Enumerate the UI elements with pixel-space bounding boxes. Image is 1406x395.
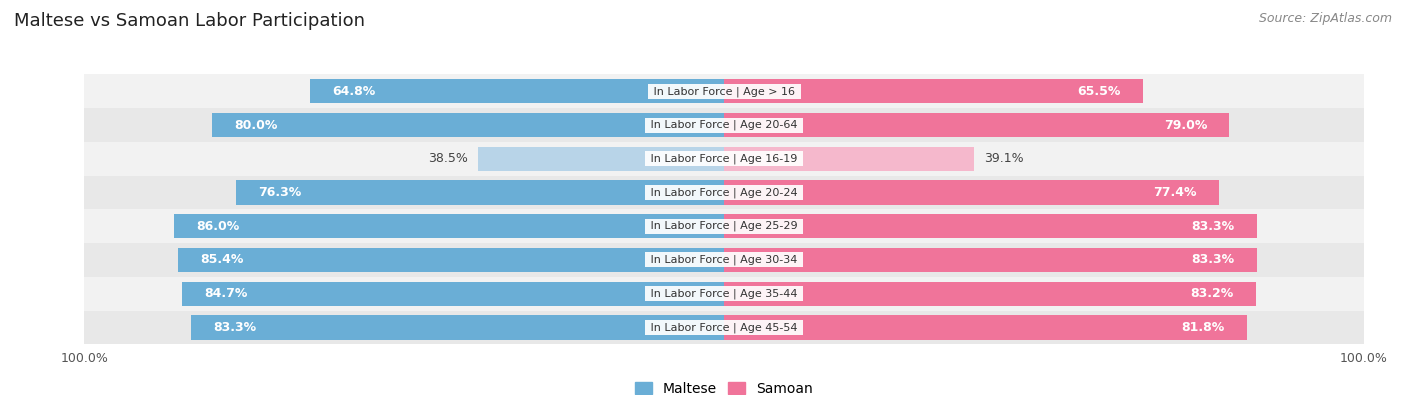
Text: 85.4%: 85.4% bbox=[200, 254, 243, 267]
Text: In Labor Force | Age 25-29: In Labor Force | Age 25-29 bbox=[647, 221, 801, 231]
Text: 84.7%: 84.7% bbox=[205, 287, 247, 300]
Text: 79.0%: 79.0% bbox=[1164, 118, 1208, 132]
Bar bbox=[212, 113, 724, 137]
Bar bbox=[724, 181, 1219, 205]
Bar bbox=[478, 147, 724, 171]
Text: In Labor Force | Age 35-44: In Labor Force | Age 35-44 bbox=[647, 288, 801, 299]
Text: In Labor Force | Age 16-19: In Labor Force | Age 16-19 bbox=[647, 154, 801, 164]
Text: 83.2%: 83.2% bbox=[1191, 287, 1234, 300]
Bar bbox=[174, 214, 724, 238]
Bar bbox=[84, 209, 1364, 243]
Bar bbox=[724, 79, 1143, 103]
Bar bbox=[724, 315, 1247, 340]
Bar bbox=[724, 113, 1229, 137]
Text: 86.0%: 86.0% bbox=[197, 220, 239, 233]
Bar bbox=[236, 181, 724, 205]
Text: 81.8%: 81.8% bbox=[1182, 321, 1225, 334]
Bar bbox=[84, 75, 1364, 108]
Bar bbox=[724, 147, 974, 171]
Bar bbox=[84, 310, 1364, 344]
Text: 83.3%: 83.3% bbox=[1191, 220, 1234, 233]
Bar bbox=[177, 248, 724, 272]
Text: In Labor Force | Age 30-34: In Labor Force | Age 30-34 bbox=[647, 255, 801, 265]
Text: Source: ZipAtlas.com: Source: ZipAtlas.com bbox=[1258, 12, 1392, 25]
Text: 65.5%: 65.5% bbox=[1077, 85, 1121, 98]
Text: 77.4%: 77.4% bbox=[1153, 186, 1197, 199]
Text: 83.3%: 83.3% bbox=[214, 321, 257, 334]
Bar bbox=[183, 282, 724, 306]
Text: 38.5%: 38.5% bbox=[429, 152, 468, 165]
Bar bbox=[724, 248, 1257, 272]
Text: In Labor Force | Age 45-54: In Labor Force | Age 45-54 bbox=[647, 322, 801, 333]
Text: 64.8%: 64.8% bbox=[332, 85, 375, 98]
Bar bbox=[84, 142, 1364, 176]
Text: In Labor Force | Age 20-64: In Labor Force | Age 20-64 bbox=[647, 120, 801, 130]
Text: 76.3%: 76.3% bbox=[259, 186, 302, 199]
Text: In Labor Force | Age 20-24: In Labor Force | Age 20-24 bbox=[647, 187, 801, 198]
Text: 80.0%: 80.0% bbox=[235, 118, 278, 132]
Text: 83.3%: 83.3% bbox=[1191, 254, 1234, 267]
Text: Maltese vs Samoan Labor Participation: Maltese vs Samoan Labor Participation bbox=[14, 12, 366, 30]
Legend: Maltese, Samoan: Maltese, Samoan bbox=[630, 376, 818, 395]
Bar bbox=[309, 79, 724, 103]
Bar bbox=[84, 243, 1364, 277]
Bar bbox=[84, 176, 1364, 209]
Text: 39.1%: 39.1% bbox=[984, 152, 1024, 165]
Bar bbox=[191, 315, 724, 340]
Text: In Labor Force | Age > 16: In Labor Force | Age > 16 bbox=[650, 86, 799, 97]
Bar bbox=[724, 282, 1257, 306]
Bar bbox=[84, 277, 1364, 310]
Bar bbox=[84, 108, 1364, 142]
Bar bbox=[724, 214, 1257, 238]
